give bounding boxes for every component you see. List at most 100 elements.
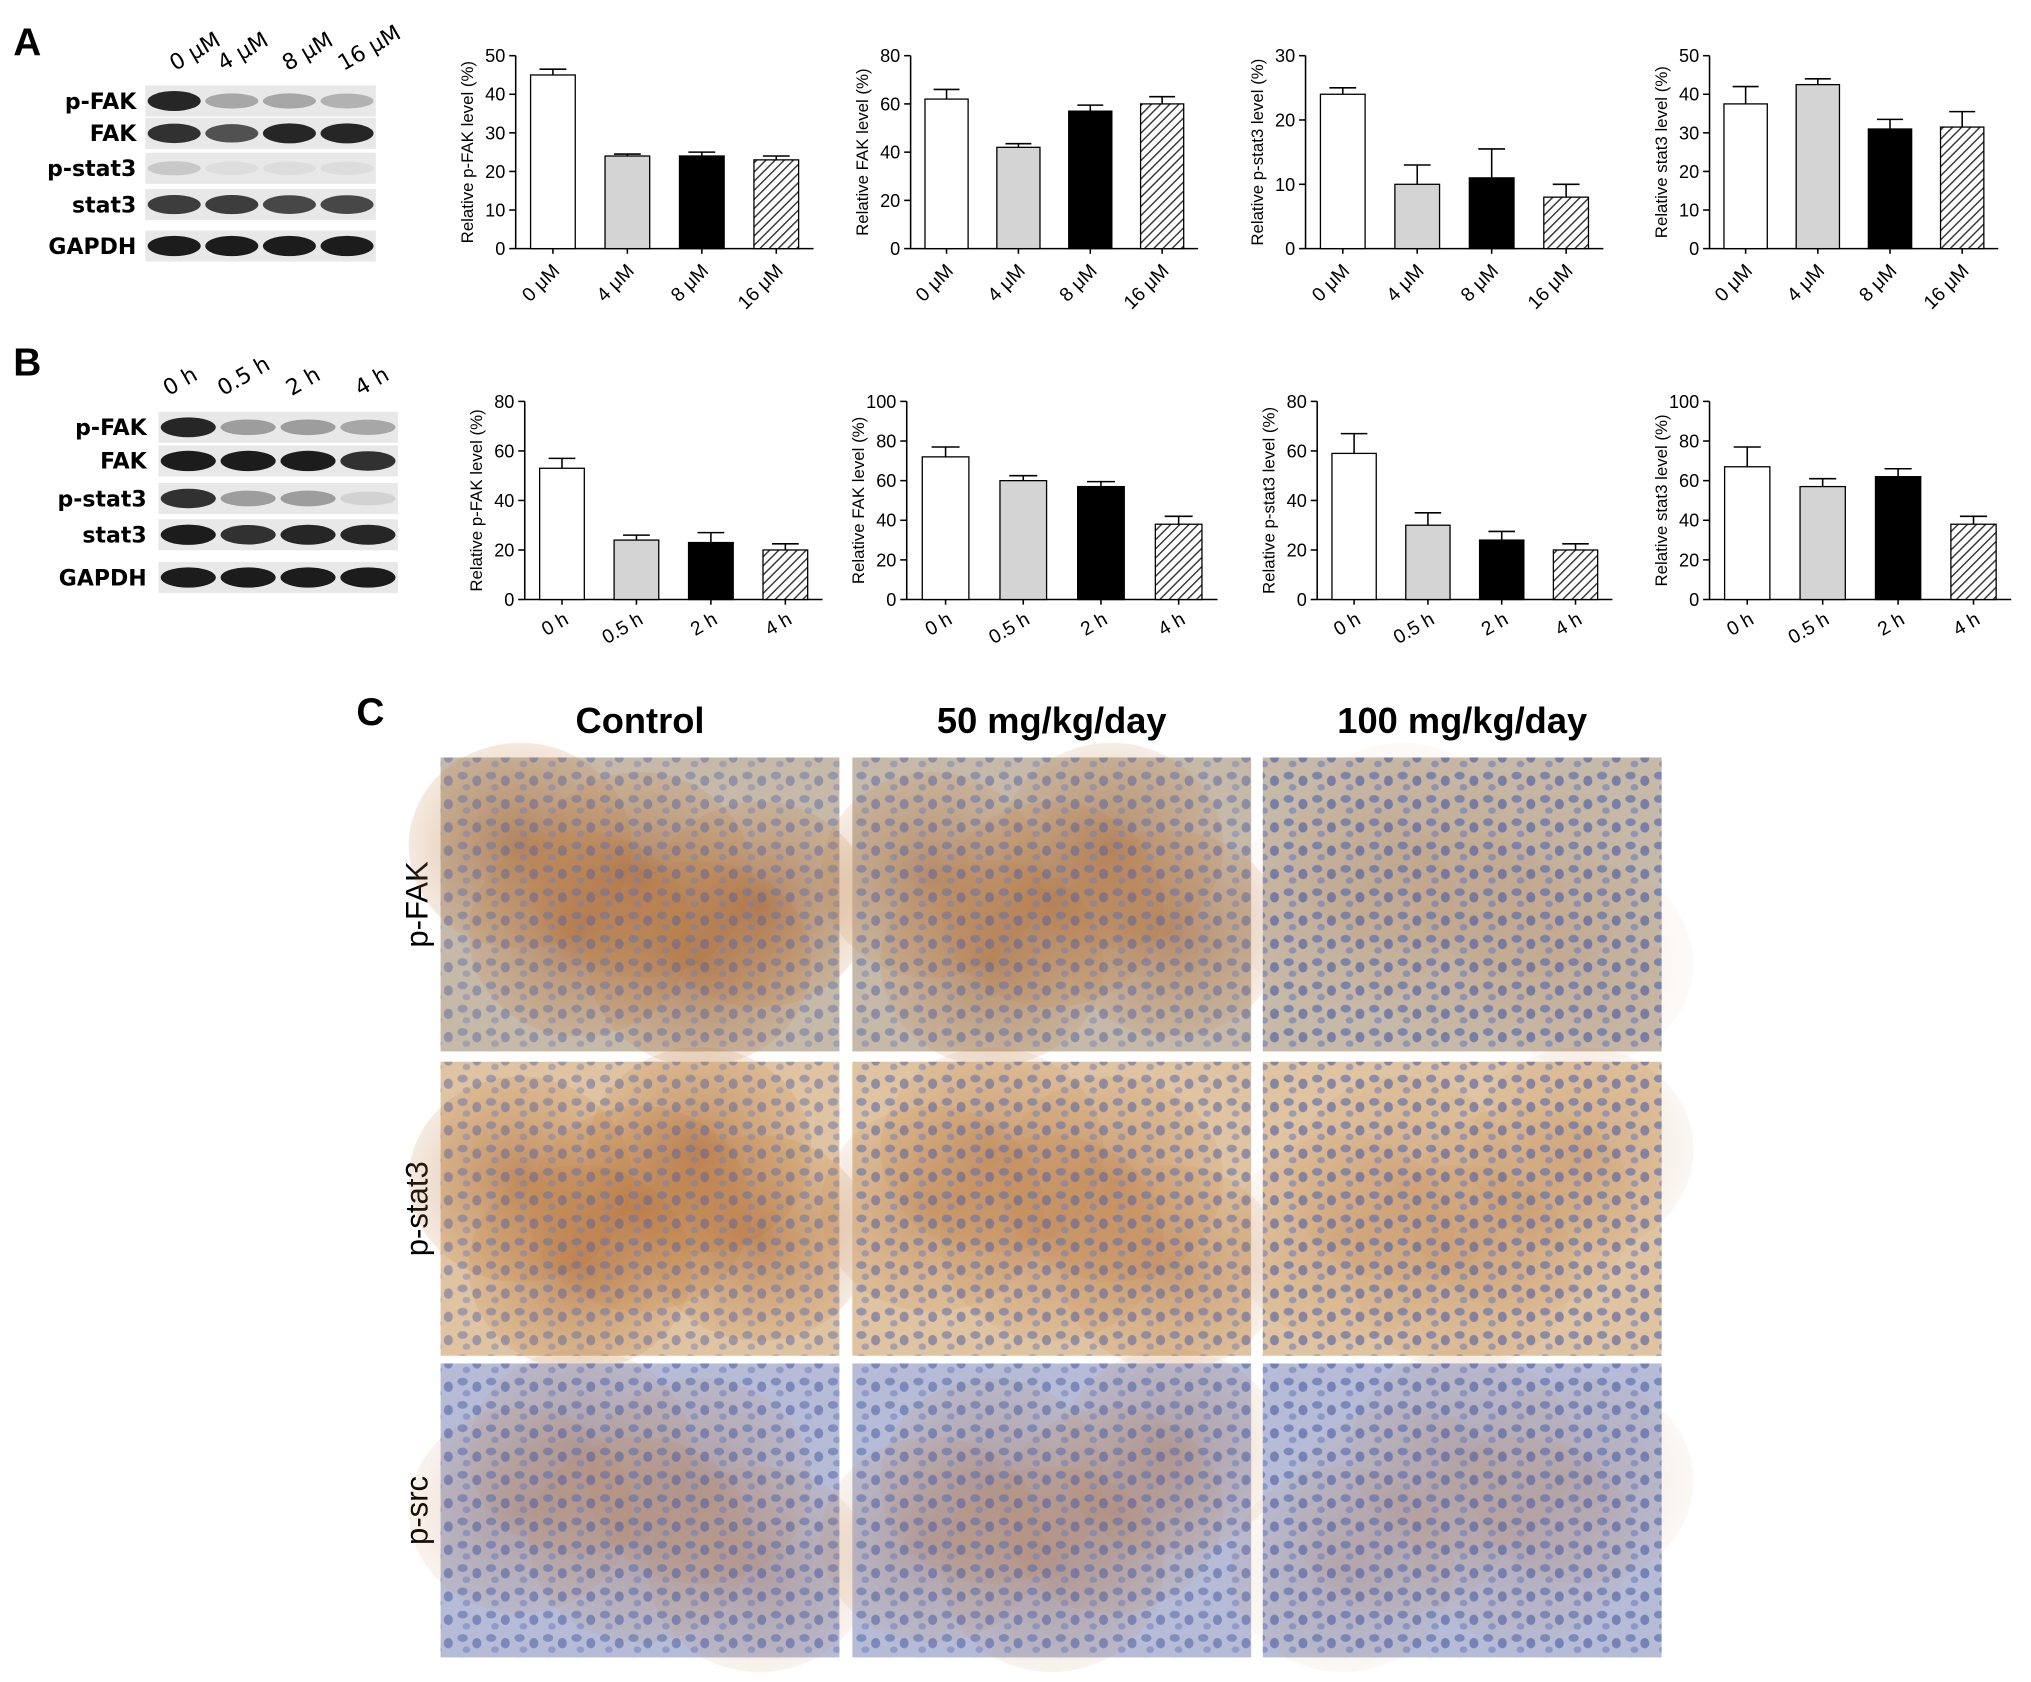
x-tick-label: 0 h [1723, 608, 1757, 641]
x-tick-label: 8 μM [1457, 260, 1503, 306]
x-tick-label: 4 μM [1382, 260, 1428, 306]
bar [1077, 485, 1125, 601]
bar [1331, 452, 1377, 601]
bar [538, 467, 585, 601]
x-tick-label: 8 μM [667, 260, 713, 306]
y-axis-title: Relative p-FAK level (%) [467, 409, 486, 591]
y-tick-label: 40 [1679, 85, 1699, 105]
y-tick-label: 40 [876, 511, 896, 531]
band-label: FAK [100, 450, 148, 475]
lane-label: 4 h [351, 362, 394, 401]
blot-band [320, 161, 374, 175]
band-label: p-stat3 [47, 157, 136, 182]
bar [1795, 83, 1841, 250]
x-tick-label: 4 μM [592, 260, 638, 306]
bar [1867, 128, 1913, 250]
nuclei [1262, 1061, 1662, 1356]
y-axis-title: Relative FAK level (%) [853, 68, 872, 235]
bar [1950, 523, 1997, 601]
blot-band [205, 124, 259, 143]
blot-band [160, 567, 216, 588]
x-tick-label: 0 h [921, 608, 955, 641]
y-tick-label: 20 [1679, 162, 1699, 182]
blot-band [147, 161, 201, 176]
y-tick-label: 80 [880, 46, 900, 66]
bar [1723, 103, 1768, 250]
nuclei [1262, 757, 1662, 1052]
y-tick-label: 0 [890, 239, 900, 259]
y-tick-label: 20 [494, 540, 514, 560]
blot-band [220, 450, 276, 472]
bar [1468, 177, 1515, 250]
bar [1139, 103, 1185, 250]
band-label: GAPDH [48, 235, 136, 260]
y-tick-label: 60 [1679, 471, 1699, 491]
y-axis-title: Relative stat3 level (%) [1652, 414, 1671, 586]
blot-band [160, 417, 216, 438]
blot-band [160, 488, 216, 509]
bar [687, 541, 734, 601]
bar [613, 539, 660, 601]
band-label: p-FAK [75, 416, 147, 441]
panel-letter: A [13, 22, 41, 65]
x-tick-label: 0.5 h [985, 608, 1033, 649]
y-tick-label: 40 [494, 491, 514, 511]
y-tick-label: 10 [485, 200, 505, 220]
y-tick-label: 80 [876, 431, 896, 451]
y-tick-label: 60 [1287, 441, 1307, 461]
x-tick-label: 0 h [538, 608, 572, 641]
y-tick-label: 100 [866, 392, 896, 412]
y-axis-title: Relative FAK level (%) [849, 417, 868, 584]
column-label: 50 mg/kg/day [937, 700, 1167, 741]
x-tick-label: 16 μM [1119, 260, 1173, 314]
bar [996, 146, 1041, 250]
blot-band [340, 451, 396, 471]
y-tick-label: 0 [1689, 239, 1699, 259]
y-axis-title: Relative p-FAK level (%) [458, 61, 477, 243]
x-tick-label: 0.5 h [1390, 608, 1438, 649]
x-tick-label: 16 μM [734, 260, 788, 314]
nuclei [440, 757, 840, 1052]
lane-label: 4 μM [214, 28, 273, 77]
blot-band [262, 161, 316, 175]
y-axis-title: Relative stat3 level (%) [1652, 66, 1671, 238]
band-label: FAK [90, 122, 138, 147]
blot-band [205, 93, 259, 109]
blot-band [205, 235, 259, 257]
x-tick-label: 2 h [1478, 608, 1512, 641]
y-tick-label: 20 [1275, 110, 1295, 130]
y-tick-label: 0 [1689, 590, 1699, 610]
bar [753, 159, 800, 250]
lane-label: 16 μM [334, 21, 405, 77]
blot-band [205, 195, 259, 215]
blot-band [205, 161, 259, 175]
x-tick-label: 4 h [761, 608, 795, 641]
y-tick-label: 30 [1679, 123, 1699, 143]
band-label: stat3 [82, 524, 146, 549]
bar [1874, 476, 1922, 601]
y-tick-label: 30 [1275, 46, 1295, 66]
nuclei [852, 757, 1252, 1052]
lane-label: 0 h [159, 362, 202, 401]
y-tick-label: 40 [880, 143, 900, 163]
bar [1543, 196, 1590, 250]
x-tick-label: 4 μM [1783, 260, 1829, 306]
x-tick-label: 2 h [687, 608, 721, 641]
bar [1478, 539, 1525, 601]
nuclei [852, 1363, 1252, 1658]
x-tick-label: 0 μM [1308, 260, 1354, 306]
x-tick-label: 16 μM [1920, 260, 1974, 314]
blot-band [280, 490, 336, 507]
blot-strip [145, 152, 376, 184]
x-tick-label: 2 h [1874, 608, 1908, 641]
y-tick-label: 20 [880, 191, 900, 211]
column-label: 100 mg/kg/day [1337, 700, 1587, 741]
y-tick-label: 0 [1297, 590, 1307, 610]
x-tick-label: 4 h [1155, 608, 1189, 641]
y-tick-label: 80 [1287, 392, 1307, 412]
bar [1319, 93, 1366, 250]
band-label: GAPDH [59, 566, 147, 591]
bar [762, 549, 809, 601]
y-tick-label: 50 [1679, 46, 1699, 66]
y-tick-label: 30 [485, 123, 505, 143]
